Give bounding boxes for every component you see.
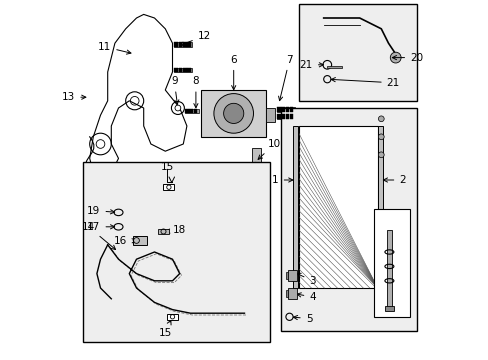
Bar	[280, 108, 416, 331]
Bar	[189, 109, 193, 113]
Text: 20: 20	[391, 53, 422, 63]
Text: 12: 12	[180, 31, 210, 46]
Bar	[133, 236, 147, 245]
Bar	[174, 68, 178, 72]
Bar	[183, 68, 186, 72]
Bar	[326, 66, 341, 68]
Text: 9: 9	[171, 76, 179, 104]
Text: 19: 19	[87, 206, 114, 216]
Circle shape	[213, 94, 253, 133]
Bar	[276, 107, 280, 112]
Bar	[276, 114, 294, 119]
Bar	[292, 126, 298, 288]
Bar	[187, 42, 190, 47]
Text: 4: 4	[296, 292, 315, 302]
Bar	[167, 314, 178, 320]
Bar	[82, 162, 269, 342]
Bar	[287, 270, 296, 281]
Text: 21: 21	[330, 77, 399, 88]
Bar	[287, 288, 296, 299]
Bar	[289, 107, 293, 112]
Bar	[178, 42, 182, 47]
Circle shape	[389, 52, 400, 63]
Text: 2: 2	[383, 175, 405, 185]
Text: 15: 15	[160, 162, 173, 172]
Bar	[193, 109, 197, 113]
Bar	[187, 68, 190, 72]
Bar	[386, 230, 391, 310]
Circle shape	[378, 134, 384, 140]
Text: 16: 16	[114, 236, 136, 246]
Text: 13: 13	[62, 92, 86, 102]
Text: 8: 8	[192, 76, 199, 108]
Text: 11: 11	[98, 42, 131, 54]
Bar	[183, 42, 186, 47]
Bar	[251, 148, 260, 162]
Text: 21: 21	[299, 60, 323, 70]
Text: 3: 3	[296, 273, 315, 286]
Circle shape	[223, 103, 244, 123]
Bar	[377, 126, 382, 288]
Bar	[158, 229, 168, 234]
Circle shape	[378, 152, 384, 158]
Bar	[285, 107, 288, 112]
Text: 18: 18	[165, 225, 185, 235]
Bar	[174, 42, 178, 47]
Circle shape	[378, 116, 384, 122]
Bar	[289, 114, 293, 119]
Circle shape	[175, 105, 181, 111]
Bar	[201, 90, 265, 137]
Bar	[373, 209, 409, 317]
Text: 17: 17	[87, 222, 114, 232]
Bar	[185, 109, 199, 113]
Text: 14: 14	[81, 222, 115, 249]
Bar	[174, 42, 192, 47]
Bar	[276, 114, 280, 119]
Bar	[285, 272, 288, 279]
Bar	[281, 107, 284, 112]
Bar	[174, 68, 192, 72]
Bar	[298, 126, 377, 288]
Bar	[178, 68, 182, 72]
Bar	[285, 114, 288, 119]
Bar	[276, 107, 294, 112]
Text: 1: 1	[271, 175, 292, 185]
Bar	[285, 290, 288, 297]
Text: 15: 15	[158, 320, 172, 338]
Text: 10: 10	[258, 139, 281, 159]
Text: 6: 6	[230, 55, 237, 90]
Text: 5: 5	[293, 314, 312, 324]
Bar	[265, 108, 275, 122]
Text: 7: 7	[278, 55, 292, 101]
Bar	[281, 114, 284, 119]
Bar	[298, 4, 416, 101]
Bar	[163, 184, 174, 190]
Bar	[185, 109, 188, 113]
Bar	[384, 306, 393, 311]
